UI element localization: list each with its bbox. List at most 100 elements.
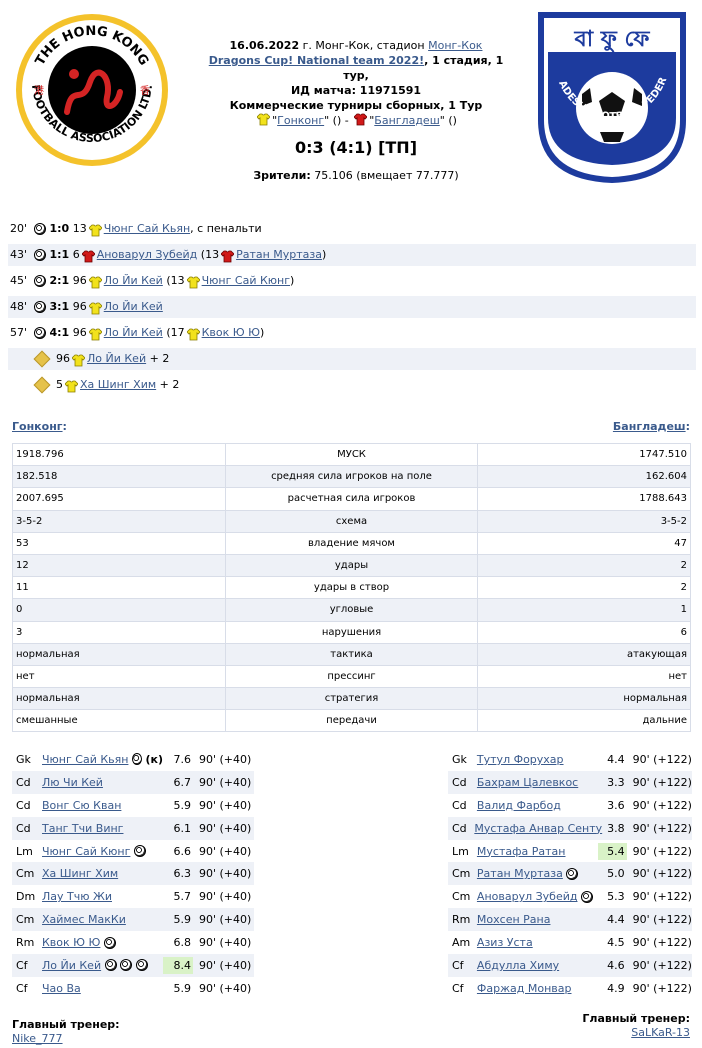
player-rating: 6.6 (173, 844, 192, 858)
soccer-ball-icon (103, 936, 116, 949)
goal-row: 48' 3:1 96 Ло Йи Кей (8, 296, 696, 318)
goal-minute: 45' (10, 274, 28, 287)
lineup-row: Cm Хаймес МакКи 5.9 90' (+40) (12, 908, 254, 932)
player-name-cell: Мустафа Анвар Сенту (474, 821, 603, 835)
player-name-cell: Валид Фарбод (477, 799, 598, 812)
goals-list: 20' 1:0 13 Чюнг Сай Кьян, с пенальти 43' 1… (8, 218, 696, 400)
stat-home-value: 1918.796 (12, 442, 226, 467)
goal-scorer-link[interactable]: Ло Йи Кей (103, 326, 163, 339)
player-name-link[interactable]: Фаржад Монвар (476, 981, 572, 995)
player-name-link[interactable]: Тутул Форухар (476, 752, 564, 766)
player-name-link[interactable]: Танг Тчи Винг (42, 821, 124, 835)
stat-row: нормальная тактика атакующая (12, 642, 691, 666)
match-header: 16.06.2022 г. Монг-Кок, стадион Монг-Кок… (200, 38, 512, 183)
away-shirt-icon (81, 249, 96, 262)
away-team-link[interactable]: Бангладеш (374, 114, 440, 127)
player-position: Cm (16, 867, 35, 881)
goal-player-number: 13 (72, 222, 87, 235)
stat-away-value: 47 (477, 531, 691, 555)
home-shirt-icon (186, 275, 201, 288)
player-name-link[interactable]: Вонг Сю Кван (42, 798, 122, 812)
goal-row: 45' 2:1 96 Ло Йи Кей (13 Чюнг Сай Кюнг) (8, 270, 696, 292)
stat-home-value: 3-5-2 (12, 509, 226, 533)
match-id: ИД матча: 11971591 (290, 84, 422, 97)
stat-label: тактика (225, 642, 478, 666)
player-name-cell: Вонг Сю Кван (42, 799, 163, 812)
goal-scorer-link[interactable]: Ановарул Зубейд (96, 248, 198, 261)
assist-player-link[interactable]: Чюнг Сай Кюнг (201, 274, 291, 287)
player-name-link[interactable]: Квок Ю Ю (42, 936, 101, 950)
goal-scorer-link[interactable]: Чюнг Сай Кьян (103, 222, 191, 235)
player-name-link[interactable]: Валид Фарбод (476, 798, 561, 812)
competition-name: Коммерческие турниры сборных, 1 Тур (229, 99, 483, 112)
player-number: 96 (56, 352, 70, 365)
player-name-link[interactable]: Хаймес МакКи (42, 913, 126, 927)
player-rating: 4.4 (607, 752, 625, 766)
player-name-link[interactable]: Ановарул Зубейд (476, 890, 578, 904)
goal-score: 3:1 (49, 300, 70, 313)
player-link[interactable]: Ло Йи Кей (87, 352, 147, 365)
player-name-link[interactable]: Чао Ва (42, 981, 81, 995)
player-link[interactable]: Ха Шинг Хим (80, 378, 157, 391)
assist-player-link[interactable]: Ратан Муртаза (236, 248, 323, 261)
player-name-link[interactable]: Мустафа Ратан (476, 844, 566, 858)
player-name-cell: Чюнг Сай Кьян (к) (42, 753, 163, 766)
player-name-link[interactable]: Чюнг Сай Кьян (42, 752, 129, 766)
home-coach-label: Главный тренер: (12, 1018, 120, 1031)
assist-close: ) (290, 274, 295, 287)
player-position: Cf (16, 981, 28, 995)
player-name-link[interactable]: Лю Чи Кей (42, 775, 103, 789)
assist-close: ) (260, 326, 265, 339)
home-team-link[interactable]: Гонконг (277, 114, 325, 127)
stat-away-value: 6 (477, 620, 691, 644)
player-name-cell: Абдулла Химу (477, 959, 598, 972)
tournament-link[interactable]: Dragons Cup! National team 2022! (208, 54, 425, 67)
assist-number: (17 (166, 326, 185, 339)
home-team-title[interactable]: Гонконг: (12, 420, 67, 433)
player-name-link[interactable]: Мустафа Анвар Сенту (474, 821, 603, 835)
player-name-link[interactable]: Лау Тчю Жи (42, 890, 112, 904)
lineup-row: Cf Фаржад Монвар 4.9 90' (+122) (448, 977, 692, 1000)
stat-label: передачи (225, 709, 478, 733)
player-name-link[interactable]: Азиз Уста (476, 936, 533, 950)
goal-scorer-link[interactable]: Ло Йи Кей (103, 300, 163, 313)
player-name-link[interactable]: Ха Шинг Хим (42, 867, 119, 881)
player-name-link[interactable]: Чюнг Сай Кюнг (42, 844, 131, 858)
player-name-link[interactable]: Мохсен Рана (476, 913, 551, 927)
home-coach-link[interactable]: Nike_777 (12, 1032, 63, 1045)
away-coach-label: Главный тренер: (582, 1012, 690, 1025)
player-name-link[interactable]: Бахрам Цалевкос (476, 775, 579, 789)
stadium-link[interactable]: Монг-Кок (428, 39, 483, 52)
away-team-title[interactable]: Бангладеш: (612, 420, 690, 433)
attendance-value: 75.106 (вмещает 77.777) (314, 169, 459, 182)
goal-row: 57' 4:1 96 Ло Йи Кей (17 Квок Ю Ю) (8, 322, 696, 344)
match-date: 16.06.2022 (229, 39, 300, 52)
stat-row: 11 удары в створ 2 (12, 576, 691, 600)
stat-away-value: нормальная (477, 687, 691, 711)
player-minutes: 90' (+40) (199, 752, 252, 766)
player-name-cell: Азиз Уста (477, 936, 598, 949)
assist-number: (13 (166, 274, 185, 287)
player-name-link[interactable]: Ратан Муртаза (476, 867, 563, 881)
goal-minute: 20' (10, 222, 28, 235)
soccer-ball-icon (133, 845, 146, 857)
lineup-row: Am Азиз Уста 4.5 90' (+122) (448, 931, 692, 954)
goal-score: 1:1 (49, 248, 70, 261)
player-name-cell: Лю Чи Кей (42, 776, 163, 789)
lineup-row: Cd Лю Чи Кей 6.7 90' (+40) (12, 770, 254, 794)
assist-player-link[interactable]: Квок Ю Ю (201, 326, 261, 339)
player-minutes: 90' (+122) (632, 890, 692, 904)
home-shirt-icon (88, 301, 103, 314)
stat-away-value: дальние (477, 709, 691, 733)
player-name-link[interactable]: Абдулла Химу (476, 958, 560, 972)
stat-home-value: нормальная (12, 687, 226, 711)
goal-scorer-link[interactable]: Ло Йи Кей (103, 274, 163, 287)
player-name-link[interactable]: Ло Йи Кей (42, 958, 102, 972)
stat-row: 53 владение мячом 47 (12, 531, 691, 555)
lineup-row: Lm Мустафа Ратан 5.4 90' (+122) (448, 840, 692, 863)
player-minutes: 90' (+122) (632, 752, 692, 766)
player-minutes: 90' (+122) (632, 775, 692, 789)
away-coach-link[interactable]: SaLKaR-13 (631, 1026, 690, 1039)
lineup-row: Rm Мохсен Рана 4.4 90' (+122) (448, 908, 692, 932)
player-rating: 5.7 (173, 890, 192, 904)
